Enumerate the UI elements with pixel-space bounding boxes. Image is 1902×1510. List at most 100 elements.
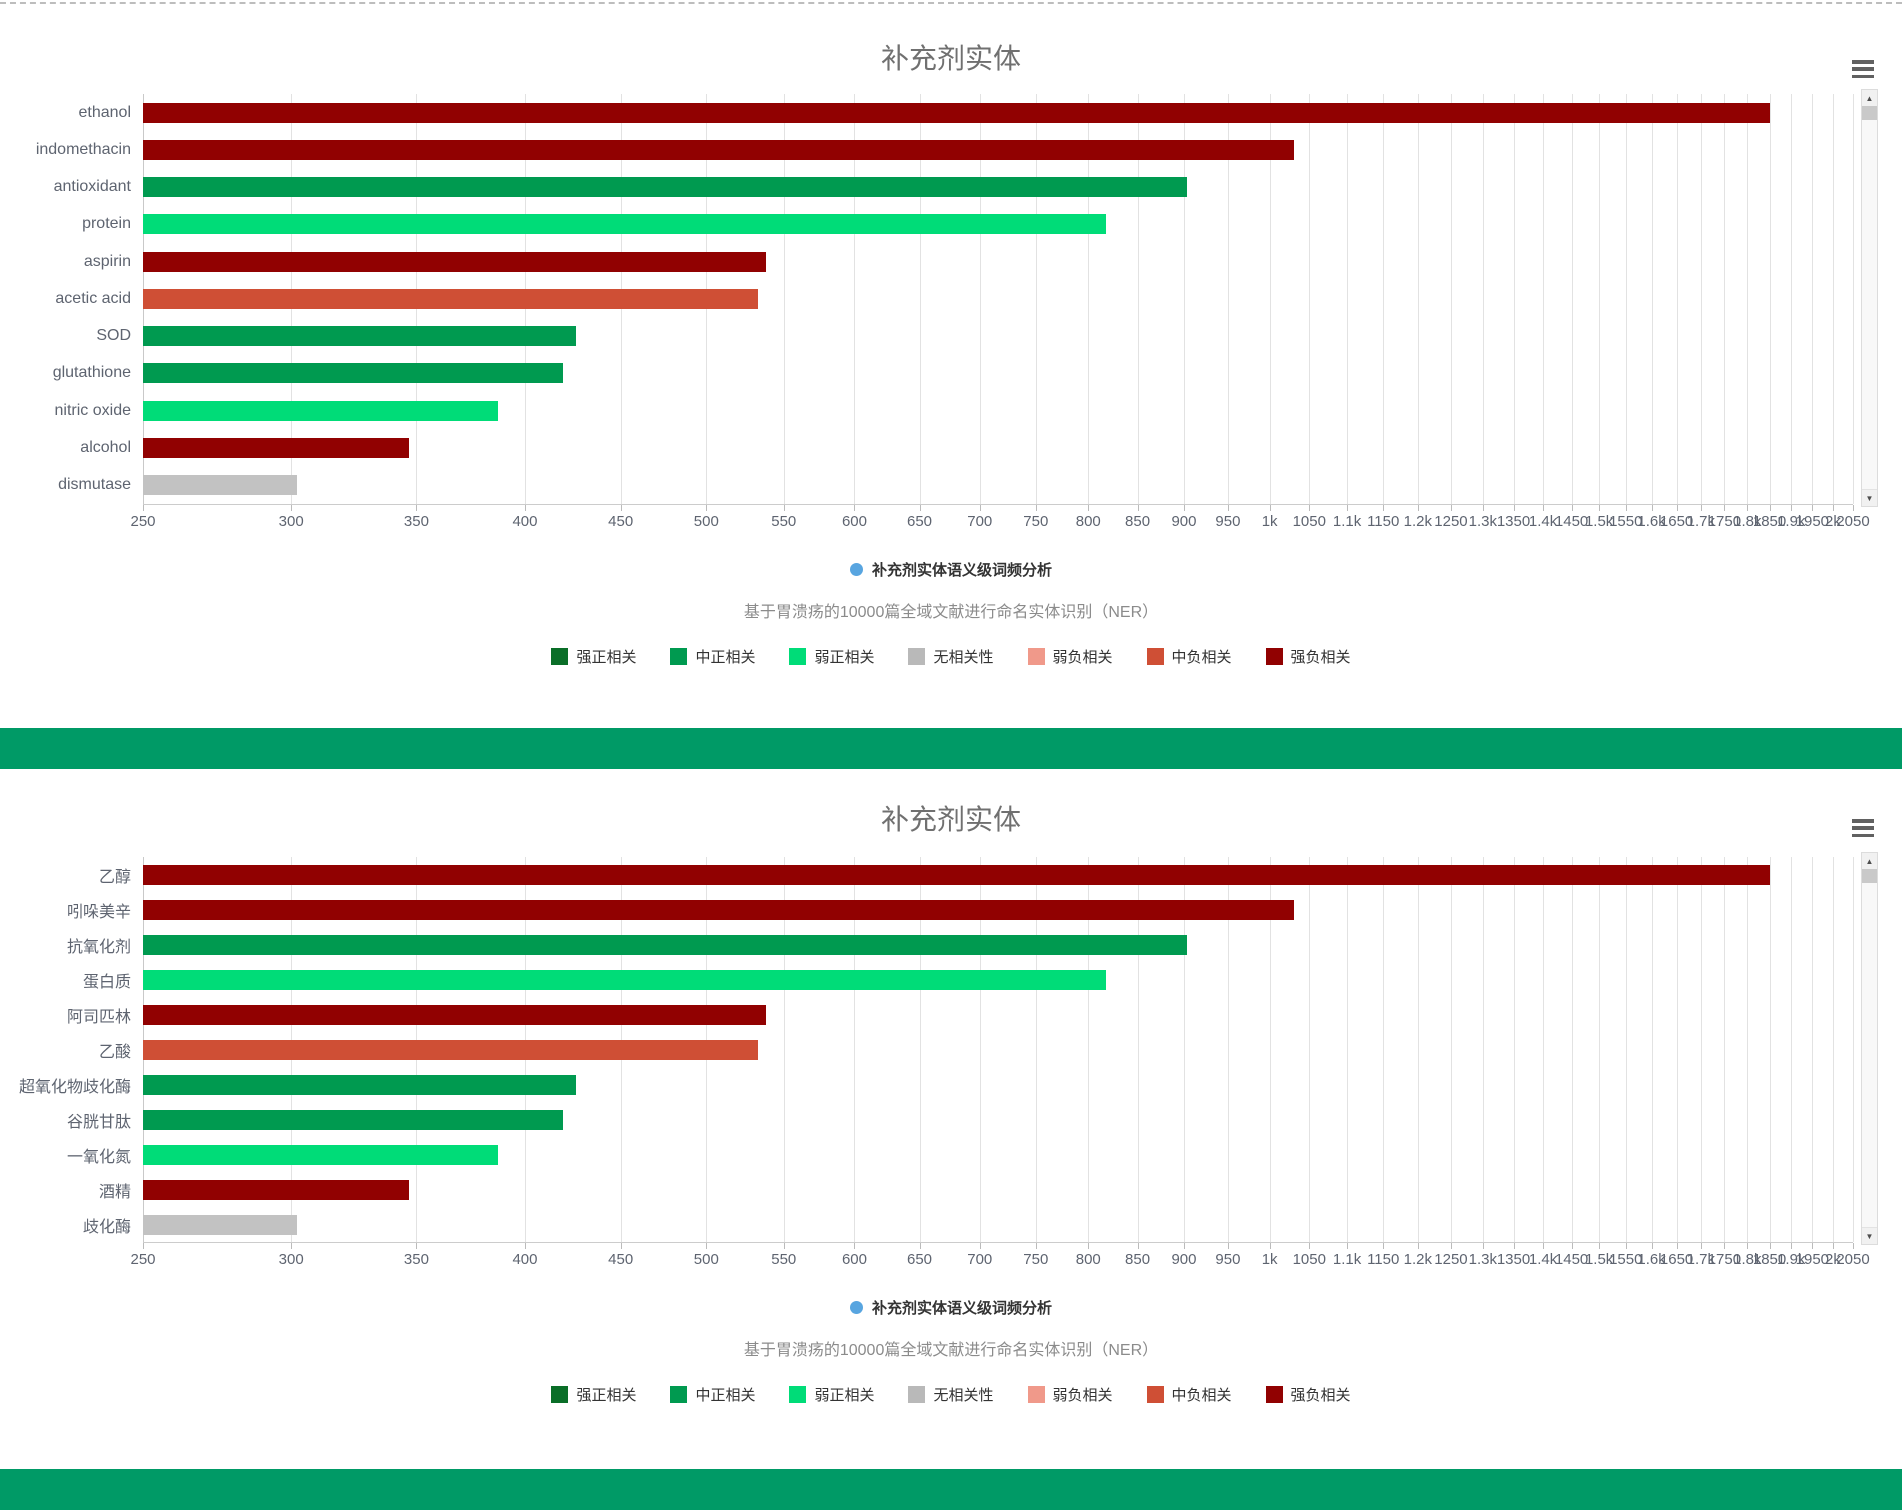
bar-row (143, 1032, 1853, 1067)
y-axis-label: alcohol (80, 439, 131, 457)
legend-item[interactable]: 中负相关 (1146, 1384, 1232, 1405)
axis-tick (1625, 1243, 1627, 1249)
bar[interactable] (143, 475, 297, 496)
axis-tick (1513, 505, 1515, 511)
gridline (1513, 857, 1515, 1242)
bar[interactable] (143, 326, 577, 347)
legend-label: 中负相关 (1171, 1386, 1232, 1404)
separator-band (0, 728, 1902, 769)
bar[interactable] (143, 363, 563, 384)
y-axis-label: 吲哚美辛 (66, 903, 131, 921)
bar[interactable] (143, 934, 1187, 955)
series-legend[interactable]: 补充剂实体语义级词频分析 (0, 1297, 1902, 1318)
axis-tick (1599, 1243, 1601, 1249)
axis-tick (1269, 505, 1271, 511)
bar[interactable] (143, 899, 1294, 920)
bar-row (143, 169, 1853, 206)
axis-tick (1724, 1243, 1726, 1249)
legend-item[interactable]: 强正相关 (551, 646, 636, 667)
bar[interactable] (143, 969, 1107, 990)
legend-item[interactable]: 无相关性 (908, 1384, 994, 1405)
gridline (854, 857, 856, 1242)
gridline (1651, 94, 1653, 504)
axis-tick (1347, 505, 1349, 511)
bar[interactable] (143, 1179, 410, 1200)
legend-swatch-icon (551, 1385, 569, 1403)
axis-tick (1450, 505, 1452, 511)
gridline (1625, 94, 1627, 504)
scrollbar-up-button[interactable]: ▲ (1862, 90, 1877, 107)
bar[interactable] (143, 139, 1294, 160)
gridline (1035, 94, 1037, 504)
legend-item[interactable]: 中正相关 (670, 1384, 755, 1405)
bar[interactable] (143, 864, 1770, 885)
up-arrow-icon: ▲ (1865, 856, 1874, 866)
legend-item[interactable]: 强负相关 (1265, 1384, 1351, 1405)
legend-item[interactable]: 弱正相关 (789, 1384, 874, 1405)
bar[interactable] (143, 214, 1107, 235)
scrollbar-down-button[interactable]: ▼ (1862, 1227, 1877, 1244)
legend-item[interactable]: 强负相关 (1265, 646, 1351, 667)
legend-item[interactable]: 强正相关 (551, 1384, 636, 1405)
series-legend[interactable]: 补充剂实体语义级词频分析 (0, 559, 1902, 580)
legend-swatch-icon (1265, 647, 1283, 665)
scrollbar[interactable]: ▲ ▼ (1861, 852, 1878, 1245)
plot-area (143, 857, 1854, 1243)
x-axis-label: 700 (967, 1251, 993, 1268)
x-axis-label: 1.5k (1584, 513, 1614, 530)
bar[interactable] (143, 1004, 766, 1025)
bar[interactable] (143, 288, 759, 309)
y-axis-label: protein (82, 215, 131, 233)
scrollbar-down-button[interactable]: ▼ (1862, 489, 1877, 506)
legend-item[interactable]: 中负相关 (1146, 646, 1232, 667)
x-axis-label: 350 (403, 513, 429, 530)
bar[interactable] (143, 1039, 759, 1060)
legend-label: 中正相关 (695, 1386, 756, 1404)
legend-item[interactable]: 弱负相关 (1027, 646, 1113, 667)
x-axis-label: 1150 (1367, 1251, 1400, 1268)
rows (143, 94, 1853, 504)
gridline (1571, 94, 1573, 504)
axis-tick (1747, 505, 1749, 511)
bar-row (143, 280, 1853, 317)
legend-item[interactable]: 弱正相关 (789, 646, 874, 667)
axis-tick (1309, 505, 1311, 511)
bar[interactable] (143, 177, 1187, 198)
scrollbar-thumb[interactable] (1862, 869, 1877, 883)
bar[interactable] (143, 438, 410, 459)
legend-swatch-icon (1146, 647, 1164, 665)
bar[interactable] (143, 102, 1770, 123)
y-axis-label: 抗氧化剂 (66, 938, 131, 956)
legend-item[interactable]: 弱负相关 (1027, 1384, 1113, 1405)
bar-row (143, 1137, 1853, 1172)
bar[interactable] (143, 251, 766, 272)
bar[interactable] (143, 1144, 499, 1165)
axis-tick (1571, 1243, 1573, 1249)
legend-item[interactable]: 无相关性 (908, 646, 994, 667)
x-axis-label: 1450 (1554, 1251, 1589, 1268)
scrollbar-thumb[interactable] (1862, 106, 1877, 120)
gridline (1724, 857, 1726, 1242)
axis-tick (1625, 505, 1627, 511)
scrollbar-up-button[interactable]: ▲ (1862, 853, 1877, 870)
axis-tick (1791, 1243, 1793, 1249)
bar[interactable] (143, 1214, 297, 1235)
legend-item[interactable]: 中正相关 (670, 646, 755, 667)
y-axis-label: 乙醇 (98, 868, 131, 886)
gridline (1450, 94, 1452, 504)
x-axis-label: 850 (1125, 513, 1151, 530)
scrollbar[interactable]: ▲ ▼ (1861, 89, 1878, 507)
hamburger-menu-icon[interactable] (1852, 819, 1874, 837)
gridline (1791, 857, 1793, 1242)
bar[interactable] (143, 1074, 577, 1095)
menu-bar (1852, 60, 1874, 64)
bar[interactable] (143, 1109, 563, 1130)
bar[interactable] (143, 400, 499, 421)
hamburger-menu-icon[interactable] (1852, 60, 1874, 78)
gridline (1513, 94, 1515, 504)
y-axis: ethanol indomethacin antioxidant protein asp… (0, 94, 143, 504)
gridline (1417, 857, 1419, 1242)
gridline (1269, 94, 1271, 504)
axis-tick (143, 505, 144, 511)
gridline (1088, 857, 1090, 1242)
